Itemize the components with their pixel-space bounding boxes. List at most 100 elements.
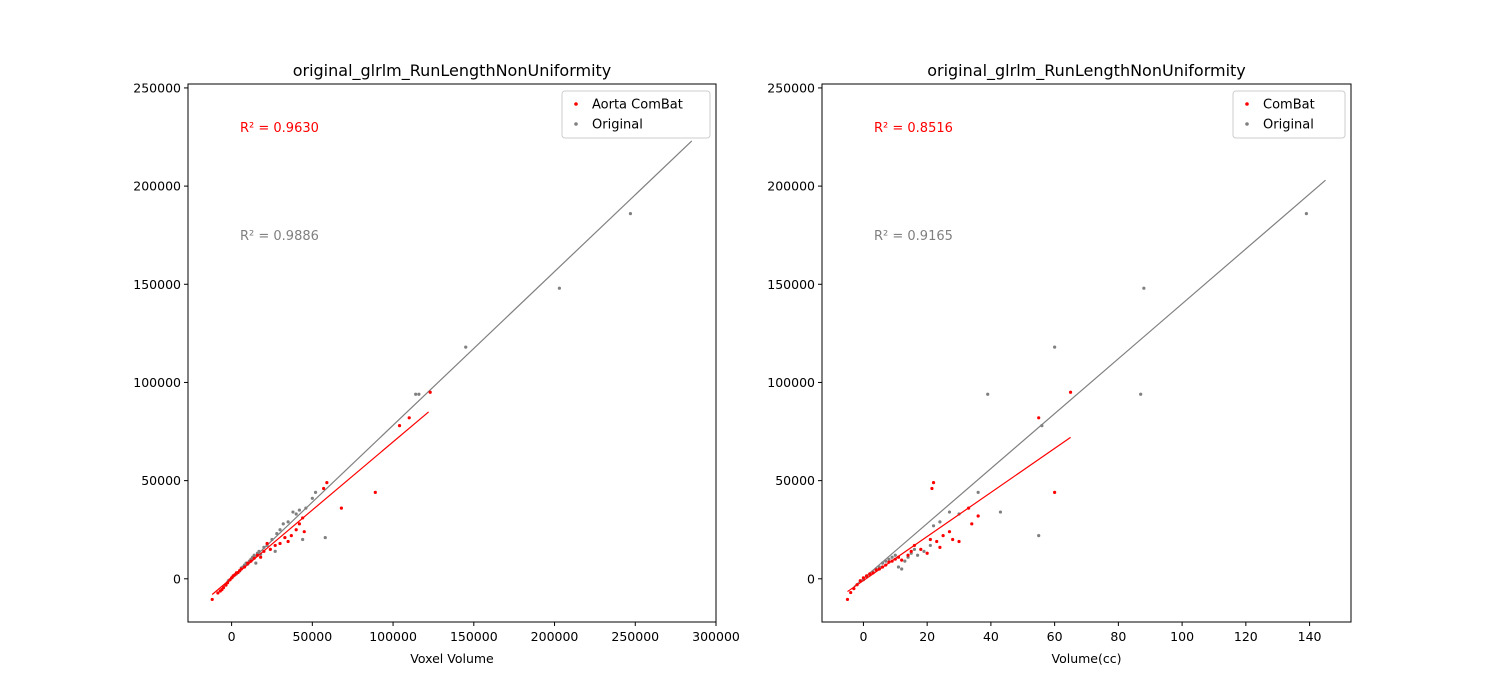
data-point [900,558,904,562]
data-point [900,567,904,571]
legend-label: Original [592,118,643,133]
data-point [291,510,295,514]
x-tick-label: 50000 [292,629,332,644]
x-tick-label: 0 [859,629,867,644]
x-tick-label: 100 [1170,629,1194,644]
fit-line [853,179,1326,588]
x-tick-label: 80 [1110,629,1126,644]
data-point [906,553,910,557]
data-point [281,522,285,526]
x-tick-label: 60 [1047,629,1063,644]
legend-label: Original [1263,118,1314,133]
data-point [373,490,377,495]
data-point [976,490,980,495]
data-point [1068,390,1073,394]
data-point [283,535,287,540]
y-tick-label: 200000 [133,179,181,194]
x-tick-label: 140 [1298,629,1322,644]
data-point [1139,392,1143,396]
data-point [294,528,298,532]
legend-label: ComBat [1263,98,1315,113]
data-point [887,557,891,561]
series-original [223,140,693,588]
data-point [938,520,942,524]
data-point [210,597,214,602]
data-point [265,541,269,546]
data-point [1142,286,1146,290]
data-point [216,591,220,595]
data-point [951,537,955,542]
chart-left: original_glrlm_RunLengthNonUniformity 0 50… [133,61,740,666]
data-point [903,559,907,563]
data-point [845,597,850,602]
x-tick-label: 150000 [450,629,498,644]
data-point [865,574,869,578]
r2-annotation: R² = 0.9886 [240,229,319,244]
data-point [986,392,990,396]
legend-marker [1245,102,1249,106]
data-point [417,392,421,396]
data-point [313,490,318,495]
y-tick-label: 100000 [133,375,181,390]
x-axis-label: Volume(cc) [1052,651,1122,666]
data-point [925,551,929,555]
data-point [912,547,917,551]
plot-frame [821,83,1352,623]
data-point [339,506,343,510]
y-tick-label: 100000 [767,375,815,390]
data-point [1037,416,1041,420]
r2-annotation: R² = 0.9630 [240,121,319,136]
data-point [976,514,980,518]
legend-box [1232,90,1346,139]
data-point [957,539,961,544]
data-point [259,555,263,559]
data-point [916,553,920,557]
x-axis-label: Voxel Volume [410,651,494,666]
data-point [289,534,293,538]
data-point [970,522,974,526]
data-point [909,549,913,553]
data-point [322,486,326,491]
legend-marker [1245,122,1249,126]
fit-line [847,436,1071,593]
fit-line [223,140,693,588]
data-point [414,392,418,396]
data-point [628,211,633,216]
data-point [931,480,936,485]
chart-title: original_glrlm_RunLengthNonUniformity [293,61,612,81]
data-point [928,543,932,548]
data-point [998,510,1003,514]
x-tick-label: 100000 [369,629,417,644]
y-tick-label: 0 [807,571,815,586]
data-point [294,512,298,516]
y-tick-label: 150000 [767,277,815,292]
data-point [268,547,272,551]
legend-box [561,90,711,139]
data-point [919,547,923,551]
plot-frame [187,83,717,623]
data-point [931,524,936,528]
data-point [323,535,327,540]
data-point [890,555,894,559]
legend-label: Aorta ComBat [592,98,683,113]
data-point [868,572,872,576]
data-point [941,534,945,538]
data-point [947,530,952,534]
y-tick-label: 200000 [767,179,815,194]
chart-title: original_glrlm_RunLengthNonUniformity [927,61,1246,81]
data-point [286,520,290,524]
x-tick-label: 20 [919,629,935,644]
legend-marker [574,102,578,106]
data-point [286,539,290,544]
data-point [302,530,306,534]
data-point [849,590,853,595]
data-point [297,508,302,512]
r2-annotation: R² = 0.8516 [874,121,953,136]
data-point [1053,490,1057,495]
r2-annotation: R² = 0.9165 [874,229,953,244]
data-point [407,416,411,420]
chart-right: original_glrlm_RunLengthNonUniformity 0 20… [767,61,1352,666]
data-point [930,486,934,491]
y-tick-label: 0 [173,571,181,586]
